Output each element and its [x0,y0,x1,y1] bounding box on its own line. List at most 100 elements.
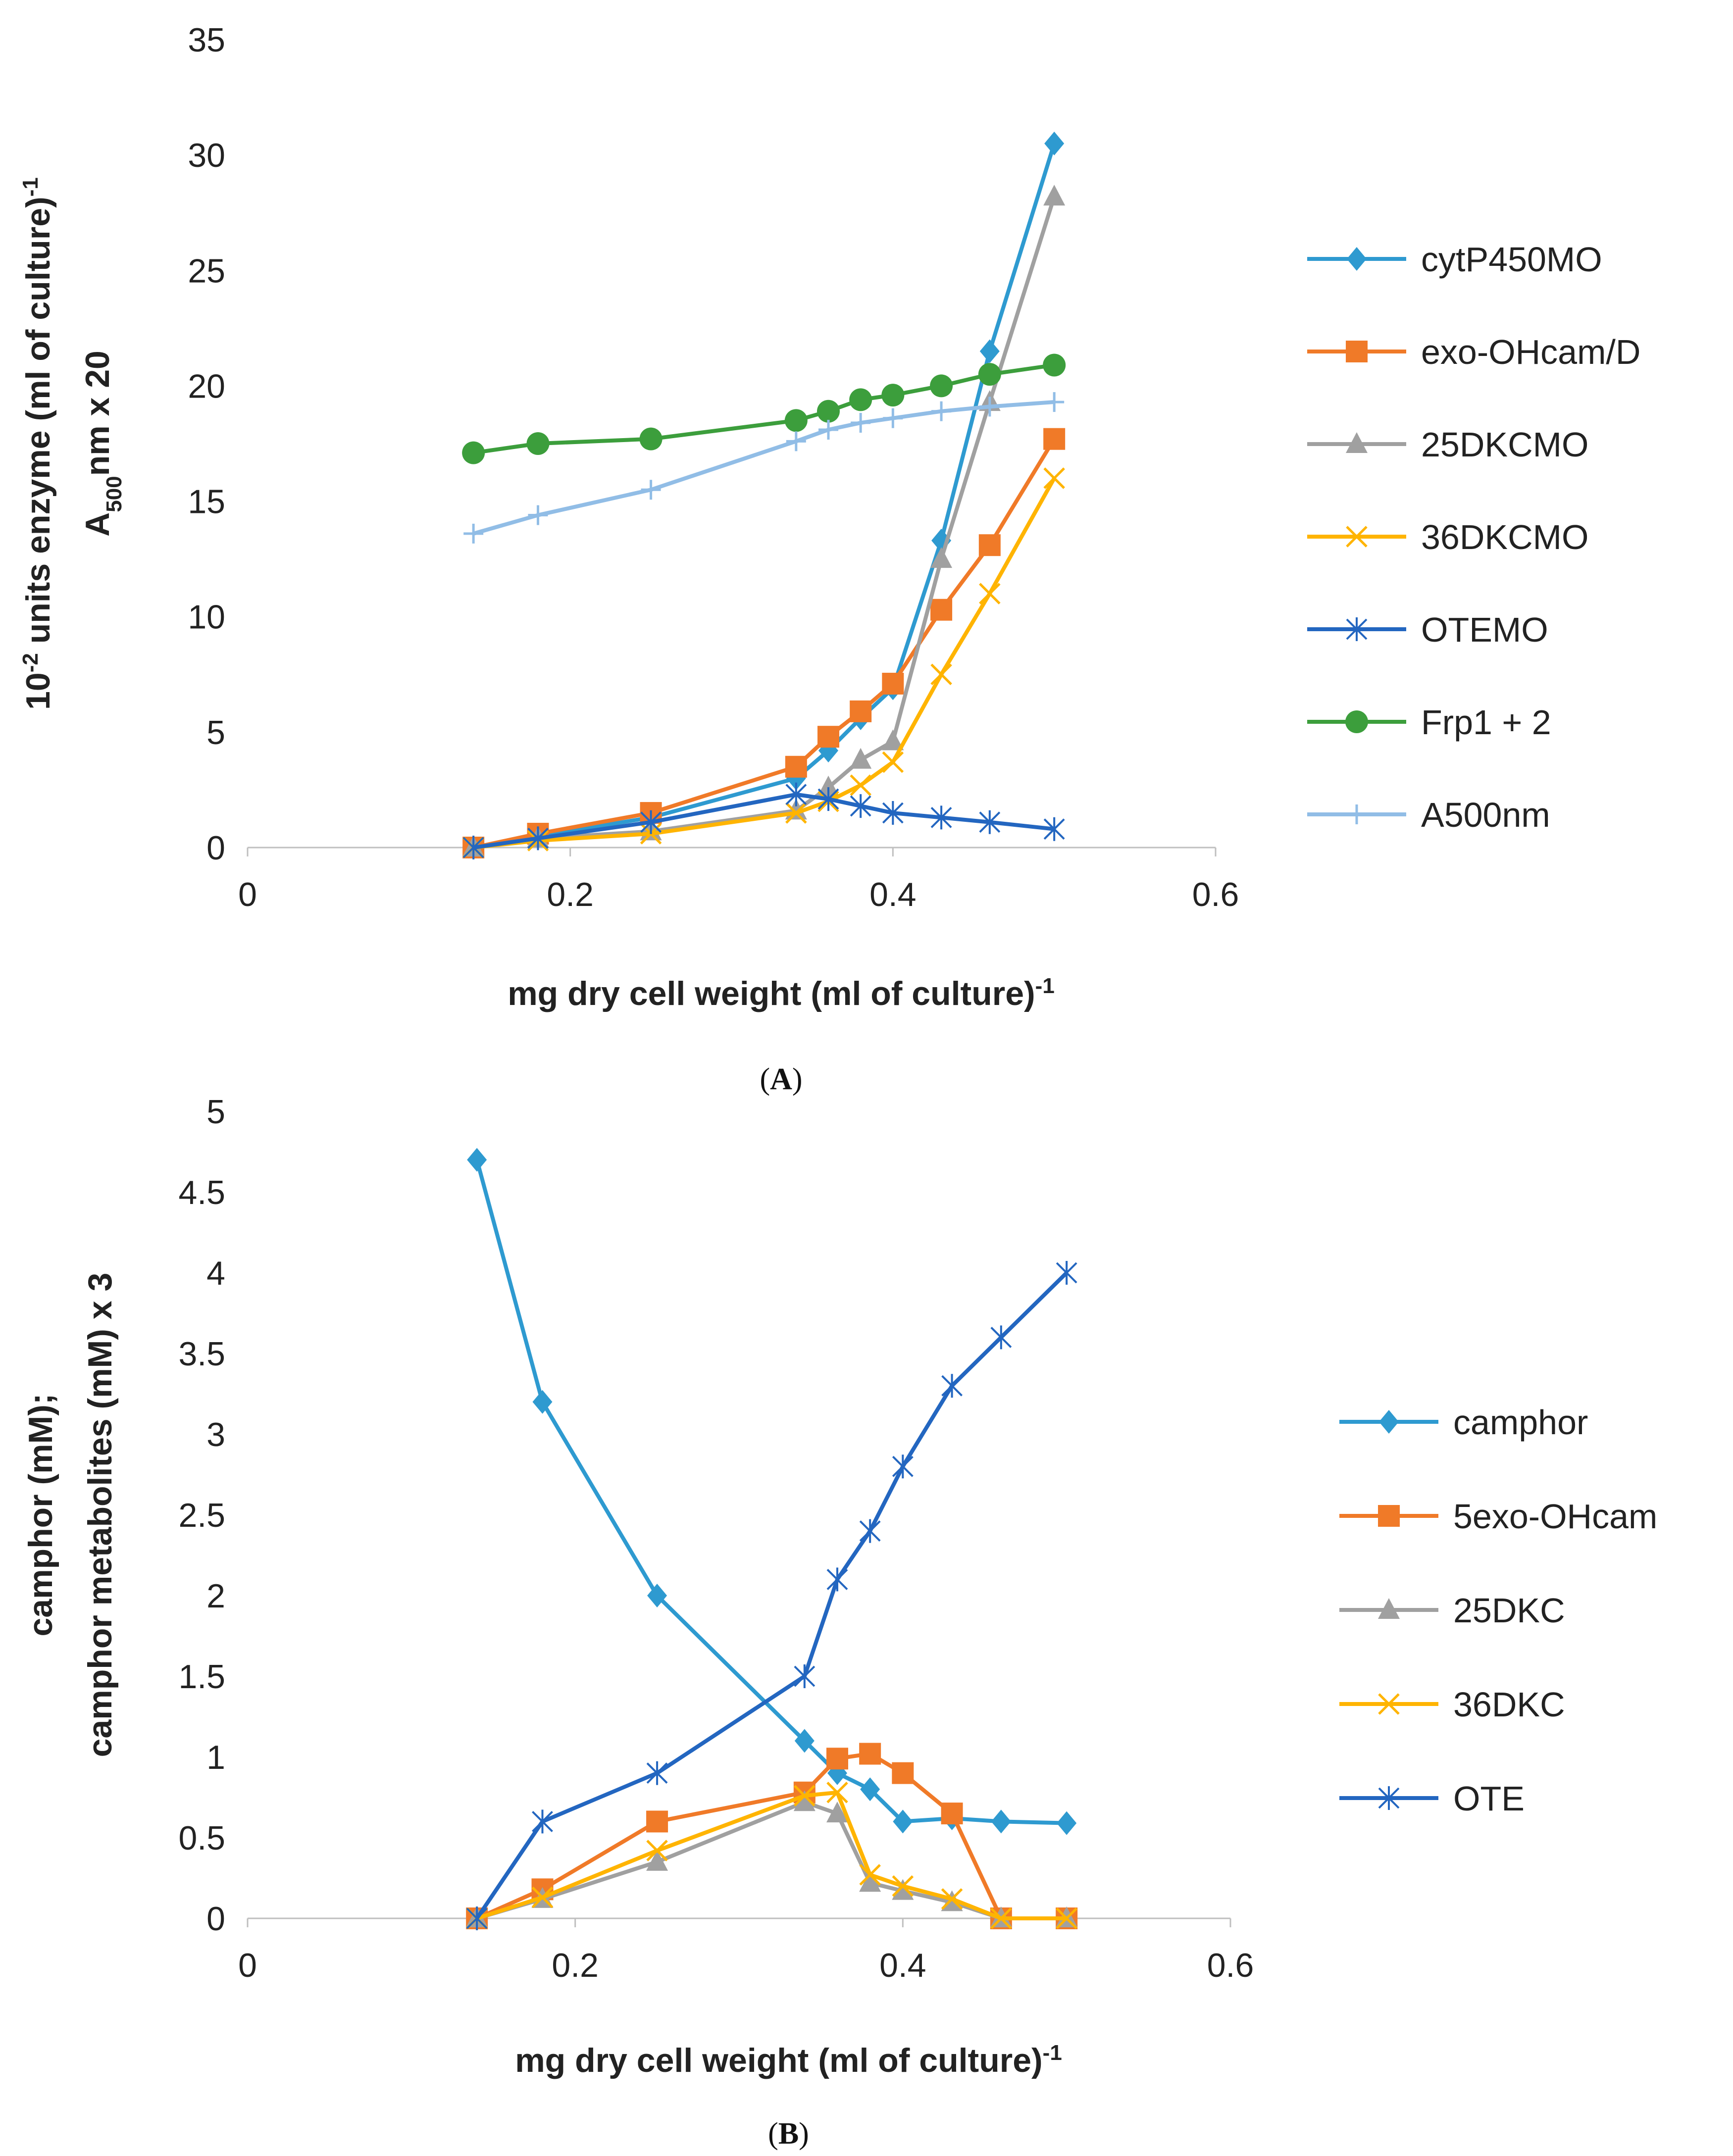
data-point [850,748,872,769]
data-point [882,672,904,695]
chart-panel-b: 0 0.2 0.4 0.6 0 0.5 1 1.5 2 2.5 3 3.5 4 4.5 5 camphor (… [22,1093,1657,2151]
series-36dkc [466,1781,1077,1929]
legend-label: OTEMO [1421,610,1548,649]
legend-item: OTE [1339,1779,1525,1818]
y-tick-label: 4 [206,1254,225,1292]
legend-item: cytP450MO [1307,240,1602,279]
data-point [784,409,808,432]
data-point [990,1325,1012,1350]
series-line [473,792,1055,850]
legend-marker [1378,1693,1400,1715]
data-point [930,374,953,398]
y-tick-label: 5 [206,1093,225,1131]
data-point [941,1374,963,1398]
data-point [817,775,839,797]
data-point [794,1729,815,1753]
x-tick-label: 0 [238,876,257,913]
x-tick-label: 0.6 [1207,1947,1254,1984]
data-point [1044,392,1065,412]
data-point [979,339,1000,363]
legend-marker [1378,1786,1400,1810]
legend-marker [1346,617,1368,641]
data-point [532,1390,553,1414]
x-tick-label: 0 [238,1947,257,1984]
data-point [532,1809,553,1834]
legend-marker [1378,1505,1400,1527]
y-tick-label: 20 [188,367,225,405]
data-point [1043,817,1065,841]
series-exo-ohcam-d [462,428,1066,858]
series-line [473,438,1056,850]
legend-item: camphor [1339,1403,1588,1442]
x-tick-label: 0.2 [547,876,594,913]
legend-marker [1347,804,1367,824]
data-point [930,805,952,830]
data-point [1043,185,1066,206]
y-tick-label: 15 [188,483,225,521]
data-point [1056,1907,1077,1929]
data-point [1044,131,1065,155]
series-cytp450mo [463,131,1065,859]
data-point [851,413,871,433]
data-point [859,1519,881,1543]
y-tick-label: 0 [206,829,225,867]
data-point [646,1810,668,1833]
data-point [930,663,952,686]
series-line [473,363,1055,455]
data-point [639,427,663,451]
series-5exo-ohcam [466,1743,1078,1929]
legend-item: 25DKC [1339,1591,1565,1630]
series-line [475,1271,1068,1920]
y-tick-label: 2.5 [178,1497,225,1534]
legend-item: 5exo-OHcam [1339,1497,1657,1536]
data-point [817,400,840,423]
legend-item: 36DKC [1339,1685,1565,1724]
data-point [978,534,1001,556]
data-point [526,432,550,455]
series-25dkcmo [462,185,1066,856]
data-point [931,401,952,421]
data-point [850,700,872,722]
legend-item: 36DKCMO [1307,518,1588,556]
legend-label: 25DKCMO [1421,425,1588,464]
legend-label: A500nm [1421,796,1550,834]
data-point [826,1567,848,1592]
legend-marker [1379,1410,1399,1434]
y-axis-title-line1: 10-2 units enzyme (ml of culture)-1 [18,177,57,710]
y-tick-label: 1.5 [178,1658,225,1696]
legend-label: 36DKCMO [1421,518,1588,556]
legend-marker [1346,341,1368,362]
data-point [646,1850,668,1871]
chart-panel-a: 0 0.2 0.4 0.6 0 5 10 15 20 25 30 35 10-2 units enzym… [18,21,1641,1096]
legend-label: exo-OHcam/D [1421,333,1640,371]
legend-item: OTEMO [1307,610,1548,649]
data-point [1057,1811,1077,1835]
series-25dkc [466,1790,1078,1927]
data-point [817,726,839,748]
legend-label: cytP450MO [1421,240,1602,279]
legend-marker [1346,526,1368,548]
data-point [979,397,1000,417]
legend-item: Frp1 + 2 [1307,703,1551,742]
data-point [860,1777,880,1802]
data-point [990,1907,1012,1929]
data-point [826,1802,848,1823]
data-point [640,810,662,834]
series-line [473,196,1056,850]
data-point [930,547,953,568]
y-tick-label: 30 [188,137,225,174]
data-point [793,1790,816,1811]
data-point [817,787,839,811]
data-point [892,1762,914,1784]
data-point [527,826,549,851]
data-point [850,774,871,796]
series-line [473,400,1055,536]
data-point [859,1743,881,1765]
y-tick-label: 3.5 [178,1335,225,1373]
series-line [476,1752,1067,1920]
legend-label: OTE [1453,1779,1525,1818]
y-tick-label: 2 [206,1577,225,1615]
series-a500nm [463,392,1065,544]
data-point [941,1803,963,1825]
